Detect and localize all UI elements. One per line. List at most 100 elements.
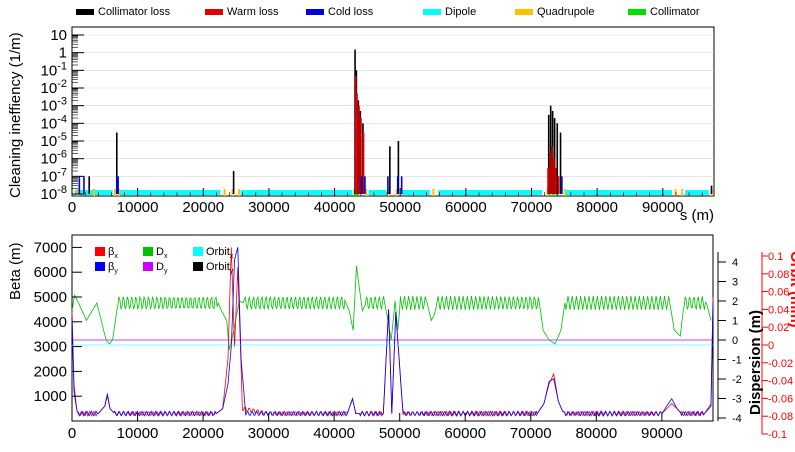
dipole-band xyxy=(438,190,543,195)
quadrupole-mark xyxy=(681,189,684,196)
dispersion-axis-title: Dispersion (m) xyxy=(747,310,764,415)
top-y-tick-label: 10-7 xyxy=(41,166,67,185)
orbit-tick-label: 0.04 xyxy=(768,304,789,316)
bottom-legend-label: βy xyxy=(108,261,118,275)
top-legend-label: Collimator loss xyxy=(98,6,171,18)
quadrupole-mark xyxy=(114,189,117,196)
top-x-tick-label: 80000 xyxy=(576,199,618,216)
bottom-legend-swatch xyxy=(143,247,153,256)
collimator-loss-bar xyxy=(397,141,400,194)
cold-loss-bar xyxy=(78,176,81,194)
quadrupole-mark xyxy=(117,189,120,196)
top-y-axis-title: Cleaning ineffiency (1/m) xyxy=(7,32,24,198)
bottom-x-tick-label: 0 xyxy=(68,425,76,442)
top-x-axis-title: s (m) xyxy=(680,207,714,224)
collimator-loss-bar xyxy=(88,176,91,194)
collimator-loss-bar xyxy=(547,114,550,194)
dispersion-tick-label: 4 xyxy=(732,257,738,269)
orbit-tick-label: -0.08 xyxy=(768,411,793,423)
bottom-legend-swatch xyxy=(95,262,105,271)
orbit-tick-label: 0.02 xyxy=(768,322,789,334)
top-legend-label: Collimator xyxy=(650,6,700,18)
bottom-x-tick-label: 80000 xyxy=(575,425,617,442)
warm-loss-bar xyxy=(553,158,555,194)
cold-loss-bar xyxy=(115,176,118,194)
dipole-band xyxy=(368,190,387,195)
orbit-axis-title: Orbit (mm) xyxy=(787,251,795,328)
collimator-loss-bar xyxy=(559,132,562,194)
collimator-loss-bar xyxy=(553,118,556,194)
beta-y-tick-label: 1000 xyxy=(34,388,67,405)
warm-loss-bar xyxy=(551,146,553,194)
bottom-legend-label: βx xyxy=(108,246,118,260)
top-x-tick-label: 20000 xyxy=(182,199,224,216)
optics-lines xyxy=(71,247,714,417)
orbit-tick-label: -0.02 xyxy=(768,358,793,370)
top-legend-swatch xyxy=(205,9,223,15)
cold-loss-bar xyxy=(360,176,363,194)
dipole-band xyxy=(565,190,672,195)
bottom-legend-swatch xyxy=(143,262,153,271)
top-legend-swatch xyxy=(628,9,646,15)
quadrupole-mark xyxy=(395,189,398,196)
bottom-legend-label: Orbity xyxy=(206,261,234,275)
orbit-tick-label: 0 xyxy=(768,340,774,352)
dipole-band xyxy=(240,190,353,195)
dipole-band xyxy=(402,190,430,195)
orbit-tick-label: -0.04 xyxy=(768,376,793,388)
top-x-tick-label: 90000 xyxy=(642,199,684,216)
bottom-panel: 1000 2000 3000 4000 5000 6000 7000 -4 -3 -2 -1 0 1 2… xyxy=(7,234,795,442)
collimator-loss-bar xyxy=(115,132,118,194)
collimator-loss-bar xyxy=(389,146,391,194)
bottom-legend-swatch xyxy=(193,262,203,271)
top-y-tick-label: 10-3 xyxy=(41,96,67,115)
cold-loss-bar xyxy=(400,176,403,194)
warm-loss-bar xyxy=(358,105,360,194)
collimator-loss-bar xyxy=(710,185,713,194)
warm-loss-bar xyxy=(555,167,557,194)
bottom-x-tick-label: 10000 xyxy=(117,425,159,442)
dipole-band xyxy=(685,190,709,195)
top-legend-label: Cold loss xyxy=(328,6,374,18)
top-x-tick-label: 50000 xyxy=(379,199,421,216)
orbit-tick-label: 0.08 xyxy=(768,269,789,281)
dispersion-tick-label: -4 xyxy=(732,413,742,425)
top-legend-swatch xyxy=(423,9,441,15)
cold-loss-bar xyxy=(396,176,399,194)
warm-loss-bar xyxy=(360,118,362,194)
top-x-tick-label: 10000 xyxy=(117,199,159,216)
cold-loss-bar xyxy=(364,176,366,194)
orbit-tick-label: 0.1 xyxy=(768,251,783,263)
bottom-x-tick-label: 90000 xyxy=(641,425,683,442)
beta-y-tick-label: 2000 xyxy=(34,363,67,380)
dispersion-tick-label: 0 xyxy=(732,335,738,347)
orbit-y-ticks: -0.1 -0.08 -0.06 -0.04 -0.02 0 0.02 0.04 0.06 0.0… xyxy=(762,251,793,441)
top-legend-swatch xyxy=(515,9,533,15)
bottom-x-tick-label: 30000 xyxy=(248,425,290,442)
cold-loss-bar xyxy=(387,176,389,194)
cold-loss-bar xyxy=(117,176,119,194)
beta-y-tick-label: 3000 xyxy=(34,339,67,356)
cold-loss-bar xyxy=(561,176,563,194)
top-x-ticks: 0 10000 20000 30000 40000 50000 60000 70000 8000… xyxy=(68,188,703,216)
top-legend: Collimator loss Warm loss Cold loss Dipole Q… xyxy=(76,6,700,18)
bottom-x-tick-label: 40000 xyxy=(313,425,355,442)
beta-y-tick-label: 4000 xyxy=(34,314,67,331)
beta-y-tick-label: 6000 xyxy=(34,264,67,281)
quadrupole-mark xyxy=(238,189,241,196)
top-plot-frame xyxy=(71,26,715,197)
dispersion-tick-label: -1 xyxy=(732,355,742,367)
top-y-tick-label: 10-6 xyxy=(41,149,67,168)
dispersion-tick-label: -3 xyxy=(732,394,742,406)
warm-loss-bar xyxy=(362,132,365,194)
dispersion-y-ticks: -4 -3 -2 -1 0 1 2 3 4 xyxy=(718,257,742,425)
loss-bars xyxy=(78,49,713,194)
cold-loss-bar xyxy=(83,176,85,194)
bottom-legend-swatch xyxy=(95,247,105,256)
quadrupole-mark xyxy=(674,189,677,196)
warm-loss-bar xyxy=(549,153,551,194)
top-y-tick-label: 10 xyxy=(50,27,67,44)
top-legend-swatch xyxy=(306,9,324,15)
bottom-legend-label: Orbitx xyxy=(206,246,234,260)
